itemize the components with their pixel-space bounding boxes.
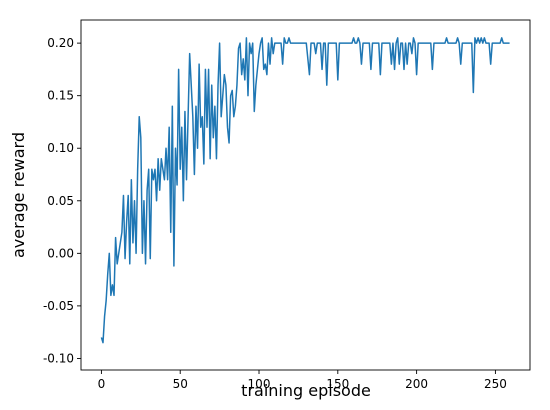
x-axis-label: training episode [241,381,371,400]
y-tick-label: 0.15 [47,89,74,103]
y-tick-label: 0.00 [47,246,74,260]
line [100,37,510,344]
x-tick-label: 100 [248,377,271,391]
y-axis-label: average reward [9,132,28,258]
y-tick-label: 0.20 [47,36,74,50]
y-tick-label: 0.10 [47,141,74,155]
plot-frame [80,19,531,371]
y-tick-label: -0.05 [43,299,74,313]
x-tick-label: 250 [484,377,507,391]
x-tick-label: 50 [173,377,188,391]
x-tick-label: 150 [326,377,349,391]
y-tick-label: 0.05 [47,194,74,208]
x-tick-label: 200 [405,377,428,391]
y-tick-label: -0.10 [43,351,74,365]
x-tick-label: 0 [98,377,106,391]
